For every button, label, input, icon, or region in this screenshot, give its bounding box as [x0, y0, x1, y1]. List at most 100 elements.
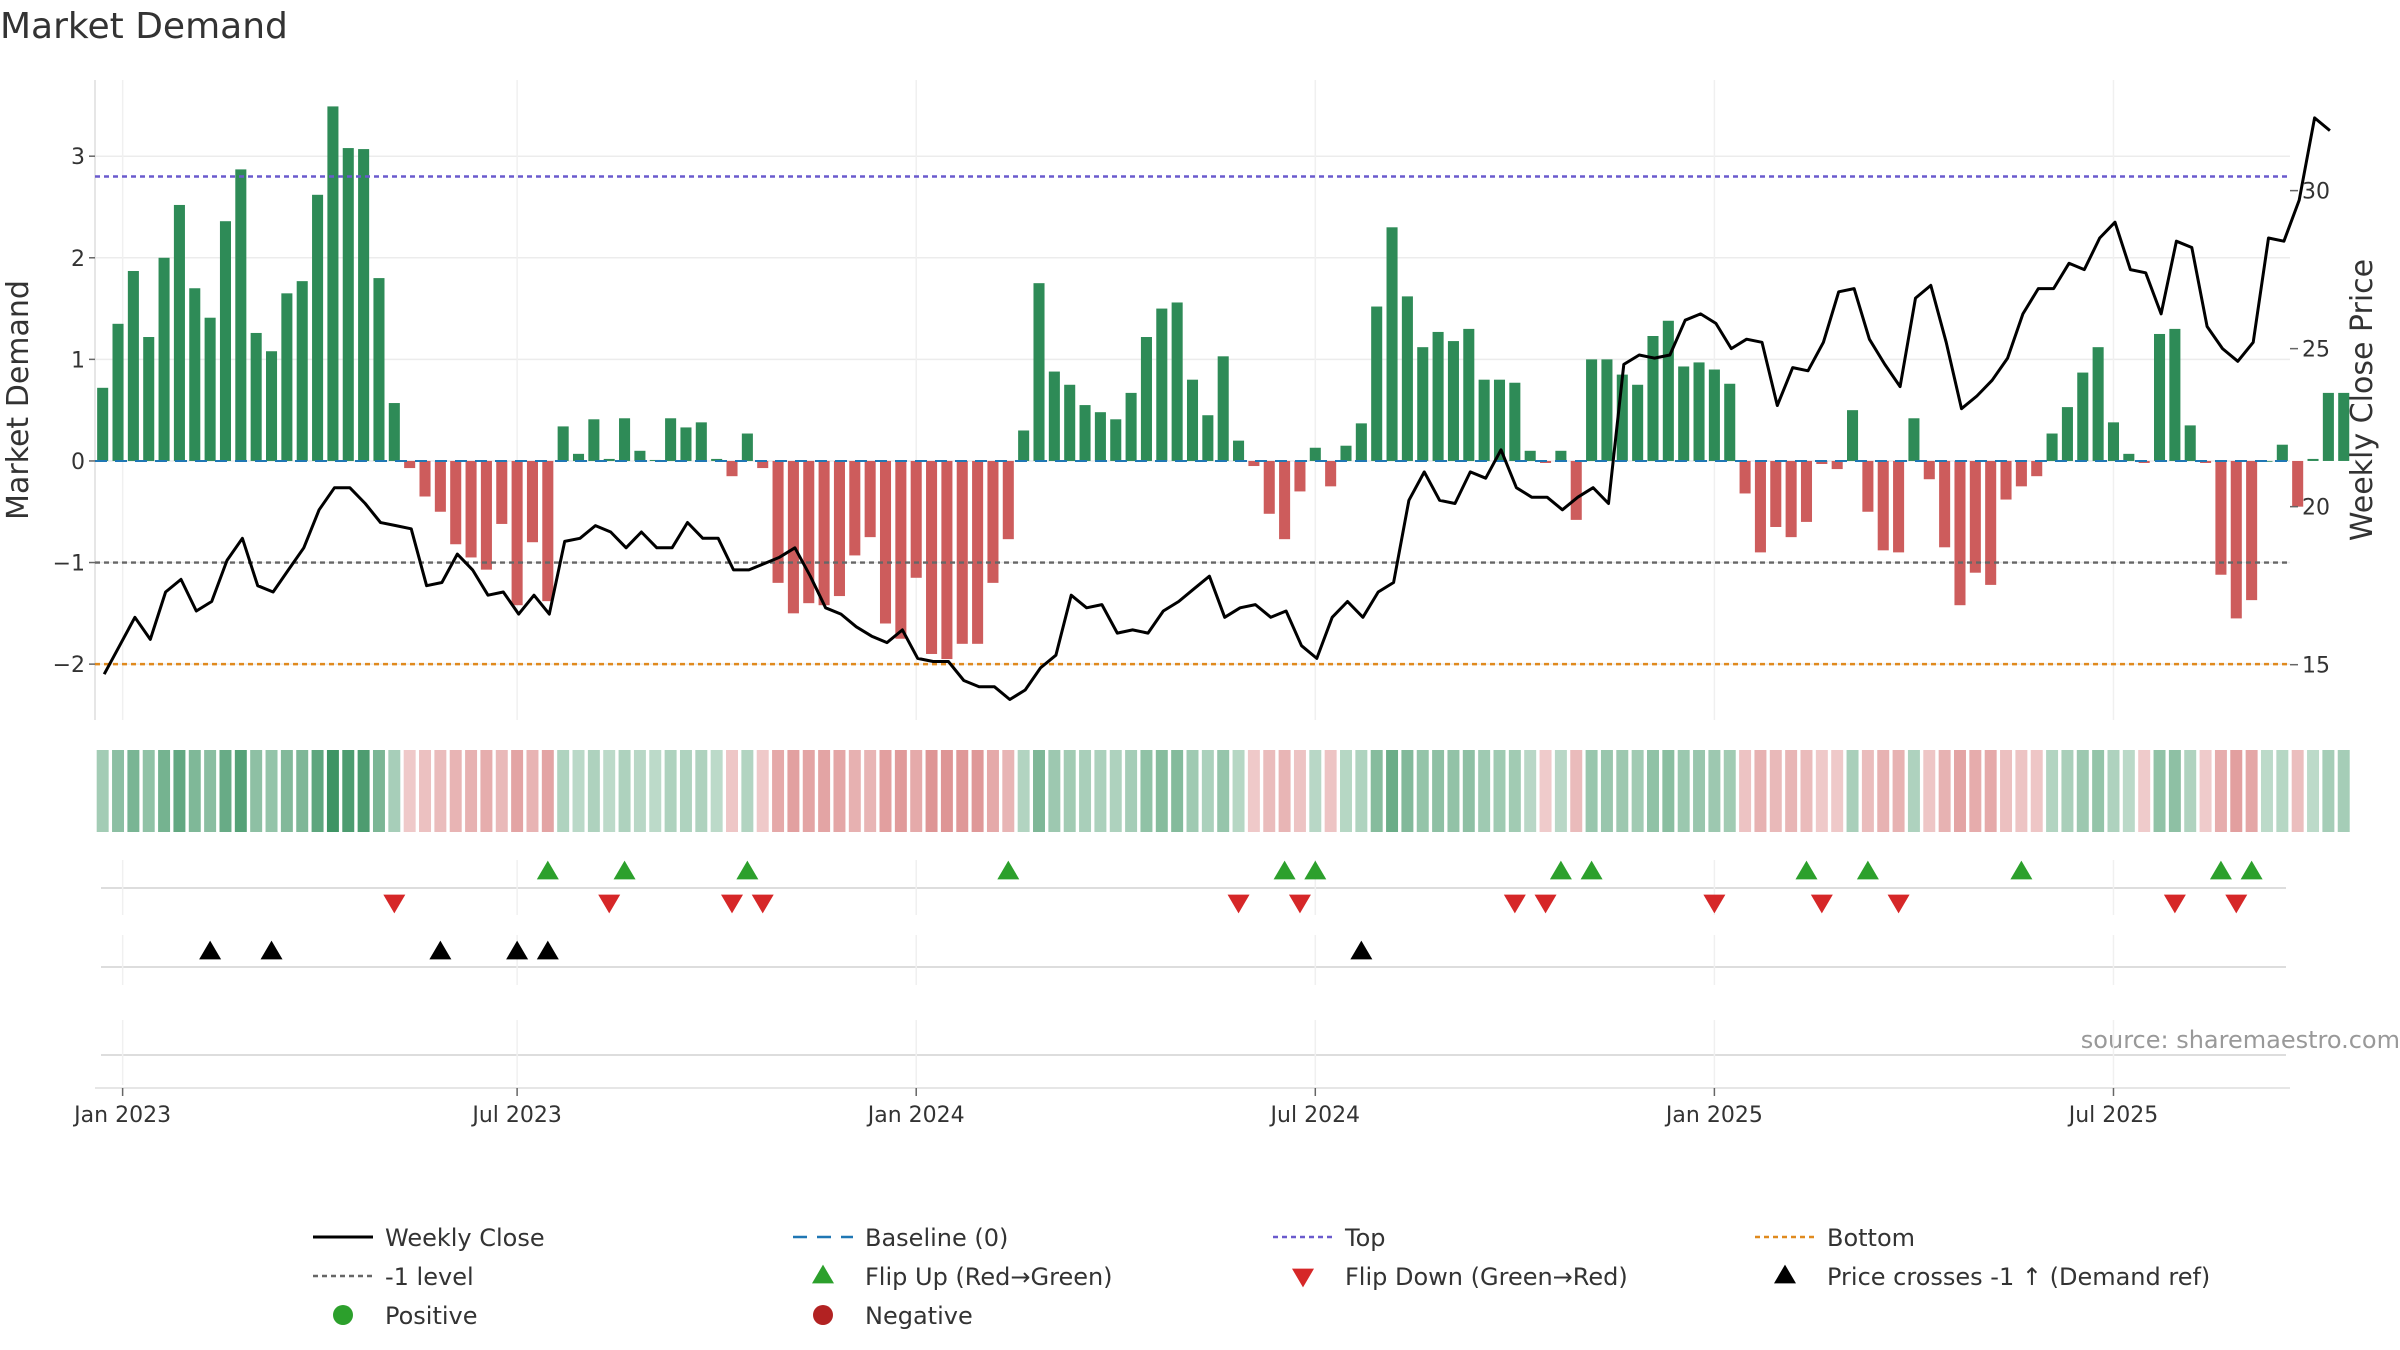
heat-cell — [1554, 750, 1567, 832]
heat-cell — [1386, 750, 1399, 832]
demand-bar — [342, 148, 354, 461]
demand-bar — [404, 460, 416, 469]
heat-cell — [1907, 750, 1920, 832]
weekly-close-line — [102, 116, 2331, 701]
heat-cell — [1662, 750, 1675, 832]
demand-bar — [1110, 419, 1122, 461]
legend-label: Bottom — [1827, 1224, 1915, 1252]
demand-bar — [1125, 392, 1137, 461]
demand-bar — [1248, 460, 1260, 467]
heat-cell — [2046, 750, 2059, 832]
price-cross-marker — [199, 940, 222, 960]
demand-bar — [465, 460, 477, 558]
demand-bar — [2169, 328, 2181, 461]
heat-cell — [925, 750, 938, 832]
demand-bar — [1570, 460, 1582, 520]
y-left-tick-label: 3 — [71, 145, 85, 170]
heat-cell — [557, 750, 570, 832]
heat-cell — [2015, 750, 2028, 832]
demand-bar — [1908, 418, 1920, 461]
heat-cell — [603, 750, 616, 832]
demand-bar — [143, 337, 155, 461]
demand-bar — [1064, 384, 1076, 461]
demand-bar — [526, 460, 538, 543]
demand-bar — [1954, 460, 1966, 606]
demand-bar — [987, 460, 999, 583]
heat-cell — [1340, 750, 1352, 832]
heat-cell — [2030, 750, 2043, 832]
demand-bar — [603, 458, 615, 461]
demand-bar — [1893, 460, 1905, 553]
heat-cell — [526, 750, 539, 832]
demand-bar — [1171, 302, 1183, 461]
y-axis-left-title: Market Demand — [1, 280, 36, 520]
heat-cell — [1585, 750, 1598, 832]
y-right-tick-label: 25 — [2302, 338, 2330, 363]
demand-bar — [1478, 379, 1490, 461]
demand-bar — [1294, 460, 1306, 492]
heat-cell — [541, 750, 554, 832]
demand-bar — [2123, 453, 2135, 461]
flip-down-marker — [721, 894, 744, 914]
heat-cell — [2307, 750, 2320, 832]
demand-bar — [619, 418, 631, 461]
heat-cell — [1693, 750, 1706, 832]
reference-lines — [95, 175, 2290, 666]
y-right-tick-label: 30 — [2302, 180, 2330, 205]
demand-bar — [665, 418, 677, 461]
demand-bar — [1340, 445, 1352, 461]
heat-cell — [772, 750, 785, 832]
heat-cell — [956, 750, 969, 832]
flip-down-marker — [1227, 894, 1250, 914]
legend-label: Top — [1344, 1224, 1386, 1252]
demand-bar — [1309, 447, 1321, 461]
demand-bar — [1540, 460, 1552, 463]
demand-bar — [1923, 460, 1935, 480]
demand-bar — [327, 106, 339, 461]
demand-bar — [1985, 460, 1997, 585]
heat-cell — [2214, 750, 2227, 832]
price-series — [102, 116, 2331, 701]
heat-cell — [1508, 750, 1521, 832]
heat-cell — [434, 750, 447, 832]
demand-bar — [910, 460, 922, 578]
demand-bar — [1263, 460, 1275, 514]
demand-bar — [112, 323, 124, 461]
demand-bar — [2292, 460, 2304, 507]
heat-cell — [940, 750, 953, 832]
heat-cell — [2260, 750, 2273, 832]
demand-bar — [1939, 460, 1951, 548]
heat-cell — [1140, 750, 1153, 832]
demand-bar — [1616, 374, 1628, 461]
y-left-tick-label: −1 — [53, 552, 85, 577]
empty-panel — [101, 1020, 2286, 1085]
heat-cell — [1186, 750, 1199, 832]
x-tick-label: Jan 2024 — [866, 1103, 965, 1128]
demand-bar — [1509, 382, 1521, 461]
demand-bar — [588, 419, 600, 461]
heat-cell — [372, 750, 385, 832]
demand-bar — [972, 460, 984, 644]
heat-cell — [2153, 750, 2166, 832]
source-credit: source: sharemaestro.com — [2081, 1026, 2400, 1054]
heat-cell — [1631, 750, 1644, 832]
flip-up-marker — [536, 860, 559, 880]
heat-cell — [649, 750, 662, 832]
heat-cell — [1432, 750, 1445, 832]
heat-cell — [2076, 750, 2089, 832]
heat-cell — [1370, 750, 1383, 832]
heat-cell — [265, 750, 278, 832]
flip-up-marker — [613, 860, 636, 880]
heat-cell — [726, 750, 738, 832]
demand-bar — [2322, 392, 2334, 461]
y-axis-right-ticks: 30 25 20 15 — [2290, 180, 2330, 679]
heat-cell — [1539, 750, 1552, 832]
demand-heat-strip — [96, 750, 2350, 832]
heat-cell — [127, 750, 140, 832]
legend-label: Positive — [385, 1302, 478, 1330]
heat-cell — [833, 750, 846, 832]
demand-bar — [1816, 460, 1828, 464]
demand-bar — [204, 317, 216, 461]
demand-bar — [1493, 379, 1506, 461]
